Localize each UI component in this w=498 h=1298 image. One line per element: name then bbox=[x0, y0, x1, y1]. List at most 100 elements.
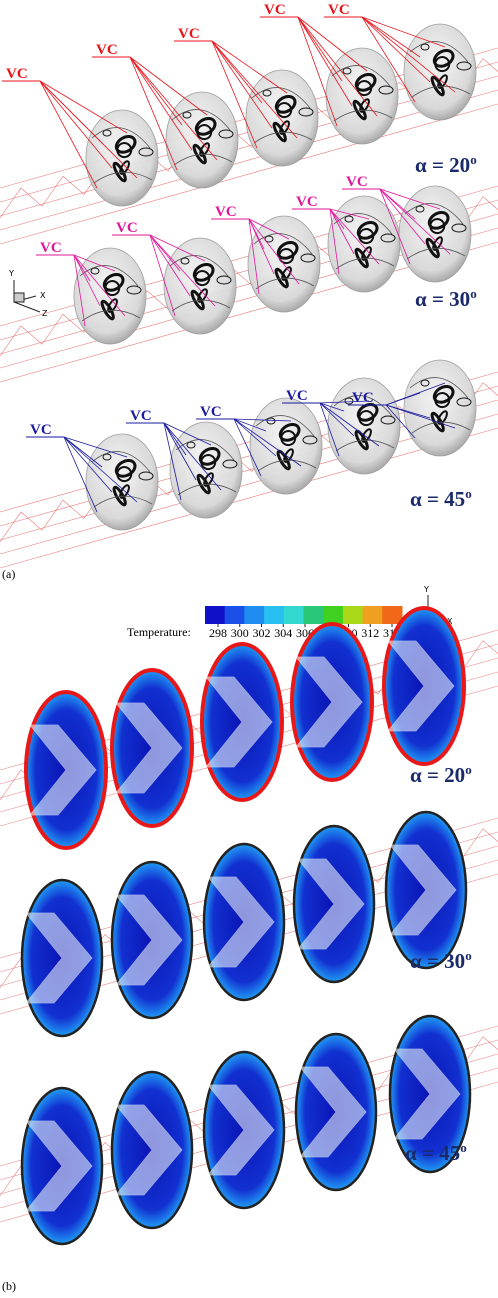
colorbar-tick-label: 304 bbox=[274, 626, 292, 640]
streamline bbox=[116, 466, 133, 483]
sphere bbox=[245, 69, 319, 167]
streamline bbox=[302, 435, 318, 445]
vc-label: VC bbox=[352, 390, 374, 406]
colorbar-label: Temperature: bbox=[127, 625, 191, 639]
vc-pointer bbox=[63, 436, 113, 493]
vc-pointer bbox=[163, 422, 187, 456]
colorbar-swatch bbox=[303, 606, 324, 624]
sphere bbox=[403, 23, 477, 121]
sphere bbox=[165, 91, 239, 189]
streamline bbox=[102, 129, 112, 137]
streamline bbox=[420, 43, 430, 51]
streamline bbox=[358, 410, 375, 427]
vc-pointer bbox=[63, 436, 103, 468]
vc-pointer bbox=[73, 254, 116, 272]
sphere bbox=[169, 421, 243, 519]
vc-label: VC bbox=[200, 404, 222, 420]
vc-label: VC bbox=[6, 66, 28, 82]
streamline bbox=[430, 411, 445, 433]
streamline bbox=[104, 280, 121, 297]
colorbar-tick-label: 312 bbox=[361, 626, 379, 640]
streamline bbox=[171, 109, 233, 166]
axis-label: X bbox=[447, 617, 453, 626]
streamline bbox=[344, 215, 354, 223]
vc-pointer bbox=[233, 418, 302, 467]
alpha-value: α = 20 bbox=[415, 153, 470, 177]
vc-pointer bbox=[149, 234, 206, 262]
vc-pointer bbox=[63, 436, 98, 513]
streamline bbox=[218, 129, 234, 139]
degree: o bbox=[465, 948, 472, 963]
vc-pointer bbox=[319, 400, 370, 404]
vc-pointer bbox=[233, 418, 267, 432]
streamline bbox=[342, 67, 352, 75]
vc-pointer bbox=[329, 208, 345, 230]
sphere bbox=[398, 185, 472, 283]
vc-pointer bbox=[379, 188, 441, 210]
streamline bbox=[116, 142, 133, 159]
vc-pointer bbox=[379, 188, 411, 265]
vc-pointer bbox=[297, 16, 353, 107]
streamline bbox=[278, 248, 295, 265]
baffle bbox=[387, 640, 455, 732]
baffle bbox=[25, 912, 93, 1004]
sphere bbox=[85, 109, 159, 207]
vc-pointer bbox=[319, 402, 355, 437]
colorbar-swatch bbox=[342, 606, 364, 624]
streamline bbox=[344, 397, 354, 405]
streamline bbox=[255, 415, 317, 472]
streamline bbox=[196, 124, 213, 141]
streamline bbox=[437, 410, 448, 425]
streamline bbox=[79, 265, 141, 322]
streamline bbox=[100, 299, 115, 321]
vc-pointer bbox=[73, 254, 86, 327]
streamline bbox=[356, 220, 379, 240]
pipe-line bbox=[0, 427, 498, 569]
streamline bbox=[415, 205, 425, 213]
panel-label: (b) bbox=[2, 1279, 16, 1293]
vc-pointer bbox=[297, 16, 343, 82]
vc-pointer bbox=[149, 234, 176, 317]
panel-label: (a) bbox=[2, 567, 15, 581]
vc-pointer bbox=[129, 56, 218, 161]
streamline bbox=[203, 472, 214, 487]
vc-pointer bbox=[211, 40, 298, 139]
triad-a bbox=[13, 280, 41, 313]
streamline bbox=[186, 441, 196, 449]
vc-pointer bbox=[163, 422, 197, 481]
streamline bbox=[182, 111, 192, 119]
vc-pointer bbox=[329, 208, 340, 275]
streamline bbox=[434, 56, 451, 73]
vc-pointer bbox=[63, 436, 128, 458]
streamline bbox=[300, 253, 316, 263]
baffle bbox=[295, 656, 363, 748]
alpha-label: α = 20o bbox=[410, 762, 472, 787]
vc-label: VC bbox=[328, 2, 350, 18]
vc-pointer bbox=[297, 16, 378, 117]
streamline bbox=[427, 210, 450, 230]
streamline bbox=[114, 134, 137, 154]
alpha-label: α = 20o bbox=[415, 152, 477, 177]
streamline bbox=[222, 459, 238, 469]
vc-pointer bbox=[379, 188, 451, 255]
alpha-label: α = 45o bbox=[410, 486, 472, 511]
pipe-line bbox=[0, 89, 498, 231]
streamline bbox=[90, 267, 100, 275]
axis-label: Y bbox=[423, 585, 429, 594]
vc-label: VC bbox=[346, 174, 368, 190]
streamline bbox=[280, 430, 297, 447]
degree: o bbox=[465, 762, 472, 777]
streamline bbox=[361, 246, 372, 261]
sphere bbox=[403, 359, 477, 457]
colorbar-tick-label: 298 bbox=[209, 626, 227, 640]
streamline bbox=[196, 473, 211, 495]
streamline bbox=[352, 99, 367, 121]
vc-pointer bbox=[319, 402, 345, 412]
colorbar-swatch bbox=[362, 606, 383, 624]
streamline bbox=[102, 453, 112, 461]
vc-pointer bbox=[163, 422, 222, 491]
baffle bbox=[115, 702, 183, 794]
vc-pointer bbox=[248, 218, 275, 275]
streamline bbox=[456, 61, 472, 71]
baffle bbox=[115, 894, 183, 986]
